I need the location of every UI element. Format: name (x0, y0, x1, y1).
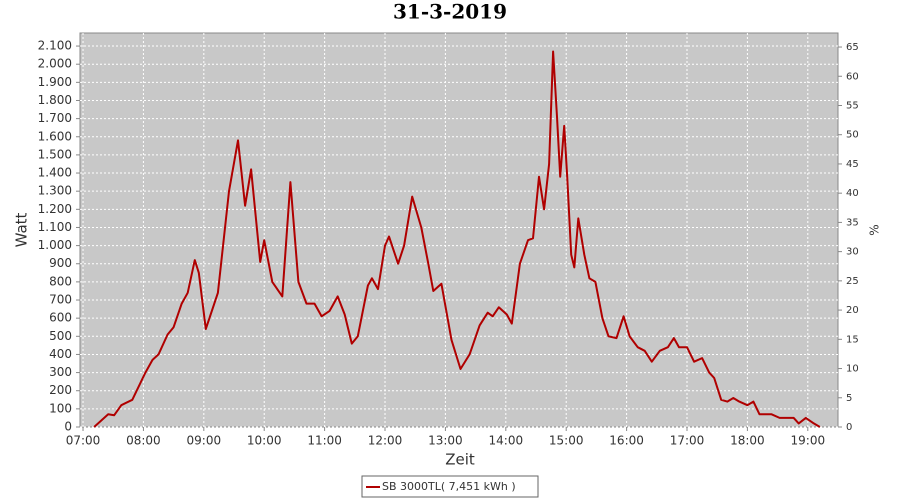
y-tick-label: 1.300 (38, 184, 72, 198)
y-tick-label: 700 (49, 293, 72, 307)
y-tick-label: 400 (49, 347, 72, 361)
y2-tick-label: 50 (846, 130, 859, 141)
y-tick-label: 1.200 (38, 202, 72, 216)
x-tick-label: 14:00 (489, 434, 524, 448)
y-tick-label: 300 (49, 365, 72, 379)
y-tick-label: 100 (49, 401, 72, 415)
y2-tick-label: 25 (846, 276, 859, 287)
x-tick-label: 12:00 (368, 434, 403, 448)
y-tick-label: 1.500 (38, 147, 72, 161)
x-tick-label: 11:00 (307, 434, 342, 448)
x-tick-label: 07:00 (66, 434, 101, 448)
x-tick-label: 13:00 (428, 434, 463, 448)
y2-tick-label: 55 (846, 100, 859, 111)
chart-title: 31-3-2019 (393, 0, 507, 24)
y2-tick-label: 35 (846, 217, 859, 228)
y-tick-label: 1.600 (38, 129, 72, 143)
y2-tick-label: 60 (846, 71, 859, 82)
y2-tick-label: 65 (846, 42, 859, 53)
y-tick-label: 1.800 (38, 93, 72, 107)
x-tick-label: 15:00 (549, 434, 584, 448)
legend-label: SB 3000TL( 7,451 kWh ) (382, 480, 516, 493)
y2-axis-label: % (868, 224, 882, 235)
y-tick-label: 0 (64, 420, 72, 434)
y2-tick-label: 45 (846, 159, 859, 170)
x-tick-label: 18:00 (730, 434, 765, 448)
y-tick-label: 200 (49, 383, 72, 397)
x-tick-label: 16:00 (609, 434, 644, 448)
y2-tick-label: 30 (846, 247, 859, 258)
y-tick-label: 1.700 (38, 111, 72, 125)
y-tick-label: 500 (49, 329, 72, 343)
y2-tick-label: 40 (846, 188, 859, 199)
x-tick-label: 09:00 (187, 434, 222, 448)
y-tick-label: 2.000 (38, 57, 72, 71)
legend (361, 475, 539, 498)
y-axis-label: Watt (13, 212, 31, 247)
x-tick-label: 19:00 (791, 434, 826, 448)
y-tick-label: 1.900 (38, 75, 72, 89)
x-axis-label: Zeit (445, 451, 475, 469)
x-tick-label: 17:00 (670, 434, 705, 448)
y-tick-label: 900 (49, 256, 72, 270)
y2-tick-label: 10 (846, 364, 859, 375)
y-tick-label: 600 (49, 311, 72, 325)
y-tick-label: 2.100 (38, 39, 72, 53)
y-tick-label: 1.400 (38, 166, 72, 180)
y2-tick-label: 5 (846, 393, 852, 404)
y-tick-label: 1.100 (38, 220, 72, 234)
x-tick-label: 08:00 (126, 434, 161, 448)
y-tick-label: 800 (49, 274, 72, 288)
y2-tick-label: 20 (846, 305, 859, 316)
plot-area (79, 32, 839, 428)
series-line (93, 50, 821, 428)
x-tick-label: 10:00 (247, 434, 282, 448)
y2-tick-label: 0 (846, 422, 852, 433)
y-tick-label: 1.000 (38, 238, 72, 252)
y2-tick-label: 15 (846, 334, 859, 345)
